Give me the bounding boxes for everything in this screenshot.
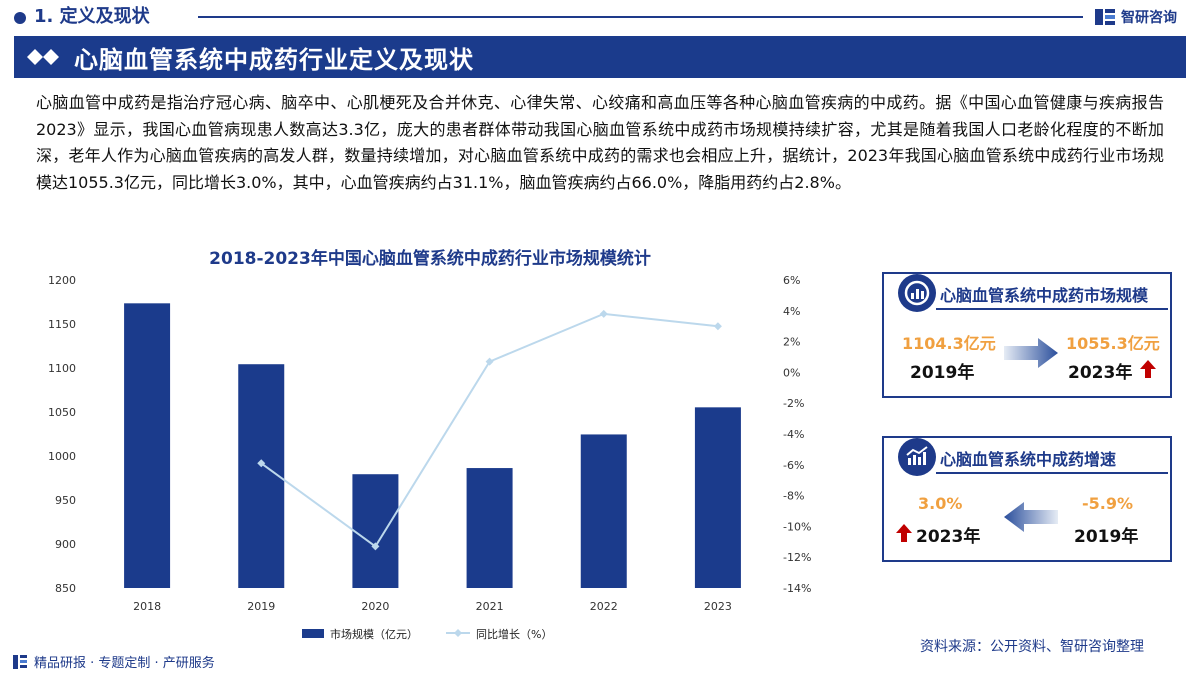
growth-2023-year: 2023年: [916, 527, 981, 547]
title-banner: 心脑血管系统中成药行业定义及现状: [14, 36, 1186, 78]
left-arrow-icon: [1004, 502, 1058, 532]
right-tick-label: -6%: [783, 459, 804, 472]
size-2019-year: 2019年: [910, 363, 975, 383]
market-size-chart: 850 900 950 1000 1050 1100 1150 1200 -14% -12% -1…: [48, 274, 811, 641]
x-tick-label: 2020: [361, 600, 389, 613]
right-tick-label: 2%: [783, 336, 800, 349]
size-2023-value: 1055.3亿元: [1066, 334, 1160, 353]
bar-2023: [694, 407, 741, 588]
card-divider: [936, 472, 1168, 474]
growth-rate-card: 心脑血管系统中成药增速 3.0% 2023年 -5.9% 2019年: [882, 436, 1172, 562]
growth-rate-card-title: 心脑血管系统中成药增速: [940, 450, 1117, 469]
market-size-card-title: 心脑血管系统中成药市场规模: [940, 286, 1149, 305]
left-tick-label: 1150: [48, 318, 76, 331]
footer-text: 精品研报 · 专题定制 · 产研服务: [34, 656, 215, 671]
bar-2020: [352, 474, 399, 588]
bar-2021: [466, 468, 513, 588]
right-tick-label: -2%: [783, 397, 804, 410]
chart-legend: 市场规模（亿元） 同比增长（%）: [302, 627, 552, 641]
top-divider: [198, 16, 1083, 18]
x-tick-label: 2019: [247, 600, 275, 613]
x-tick-label: 2018: [133, 600, 161, 613]
legend-marker-line: [454, 629, 462, 637]
right-tick-label: 4%: [783, 305, 800, 318]
double-diamond-icon: [27, 49, 59, 65]
market-size-card: 心脑血管系统中成药市场规模 1104.3亿元 2019年 1055.3亿元 20…: [882, 272, 1172, 398]
bar-2019: [238, 364, 285, 588]
red-up-arrow-icon: [896, 524, 912, 542]
growth-badge-icon: [898, 438, 936, 476]
section-label: 1. 定义及现状: [34, 6, 150, 27]
left-tick-label: 850: [55, 582, 76, 595]
right-tick-label: -8%: [783, 490, 804, 503]
right-tick-label: -10%: [783, 520, 811, 533]
right-arrow-icon: [1004, 338, 1058, 368]
growth-2019-value: -5.9%: [1082, 494, 1134, 513]
section-dot-icon: [14, 12, 26, 24]
growth-point-2019: [257, 459, 266, 468]
intro-paragraph: 心脑血管中成药是指治疗冠心病、脑卒中、心肌梗死及合并休克、心律失常、心绞痛和高血…: [36, 93, 1164, 192]
bar-2022: [580, 434, 627, 588]
chart-badge-icon: [898, 274, 936, 312]
right-tick-label: -4%: [783, 428, 804, 441]
size-2019-value: 1104.3亿元: [902, 334, 996, 353]
growth-2019-year: 2019年: [1074, 527, 1139, 547]
brand-name: 智研咨询: [1121, 10, 1177, 26]
left-tick-label: 1100: [48, 362, 76, 375]
legend-swatch-bar: [302, 629, 324, 638]
footer: 精品研报 · 专题定制 · 产研服务: [12, 652, 215, 671]
growth-point-2022: [599, 309, 608, 318]
card-divider: [936, 308, 1168, 310]
left-tick-label: 900: [55, 538, 76, 551]
left-tick-label: 1000: [48, 450, 76, 463]
bar-2018: [124, 303, 171, 588]
legend-label-bar: 市场规模（亿元）: [330, 627, 418, 641]
growth-point-2023: [713, 322, 722, 331]
left-tick-label: 1200: [48, 274, 76, 287]
left-tick-label: 1050: [48, 406, 76, 419]
x-tick-label: 2023: [704, 600, 732, 613]
growth-point-2020: [371, 542, 380, 551]
right-tick-label: -14%: [783, 582, 811, 595]
left-tick-label: 950: [55, 494, 76, 507]
right-tick-label: 6%: [783, 274, 800, 287]
right-tick-label: -12%: [783, 551, 811, 564]
right-tick-label: 0%: [783, 366, 800, 379]
source-note: 资料来源：公开资料、智研咨询整理: [920, 639, 1144, 655]
growth-point-2021: [485, 357, 494, 366]
red-up-arrow-icon: [1140, 360, 1156, 378]
zhiyan-logo-icon: [1095, 9, 1115, 25]
page-title: 心脑血管系统中成药行业定义及现状: [74, 45, 474, 74]
chart-title: 2018-2023年中国心脑血管系统中成药行业市场规模统计: [209, 249, 651, 269]
size-2023-year: 2023年: [1068, 363, 1133, 383]
growth-2023-value: 3.0%: [918, 494, 963, 513]
brand-logo: 智研咨询: [1094, 4, 1177, 30]
x-tick-label: 2021: [476, 600, 504, 613]
footer-logo-icon: [13, 654, 27, 669]
legend-label-line: 同比增长（%）: [476, 627, 552, 641]
x-tick-label: 2022: [590, 600, 618, 613]
